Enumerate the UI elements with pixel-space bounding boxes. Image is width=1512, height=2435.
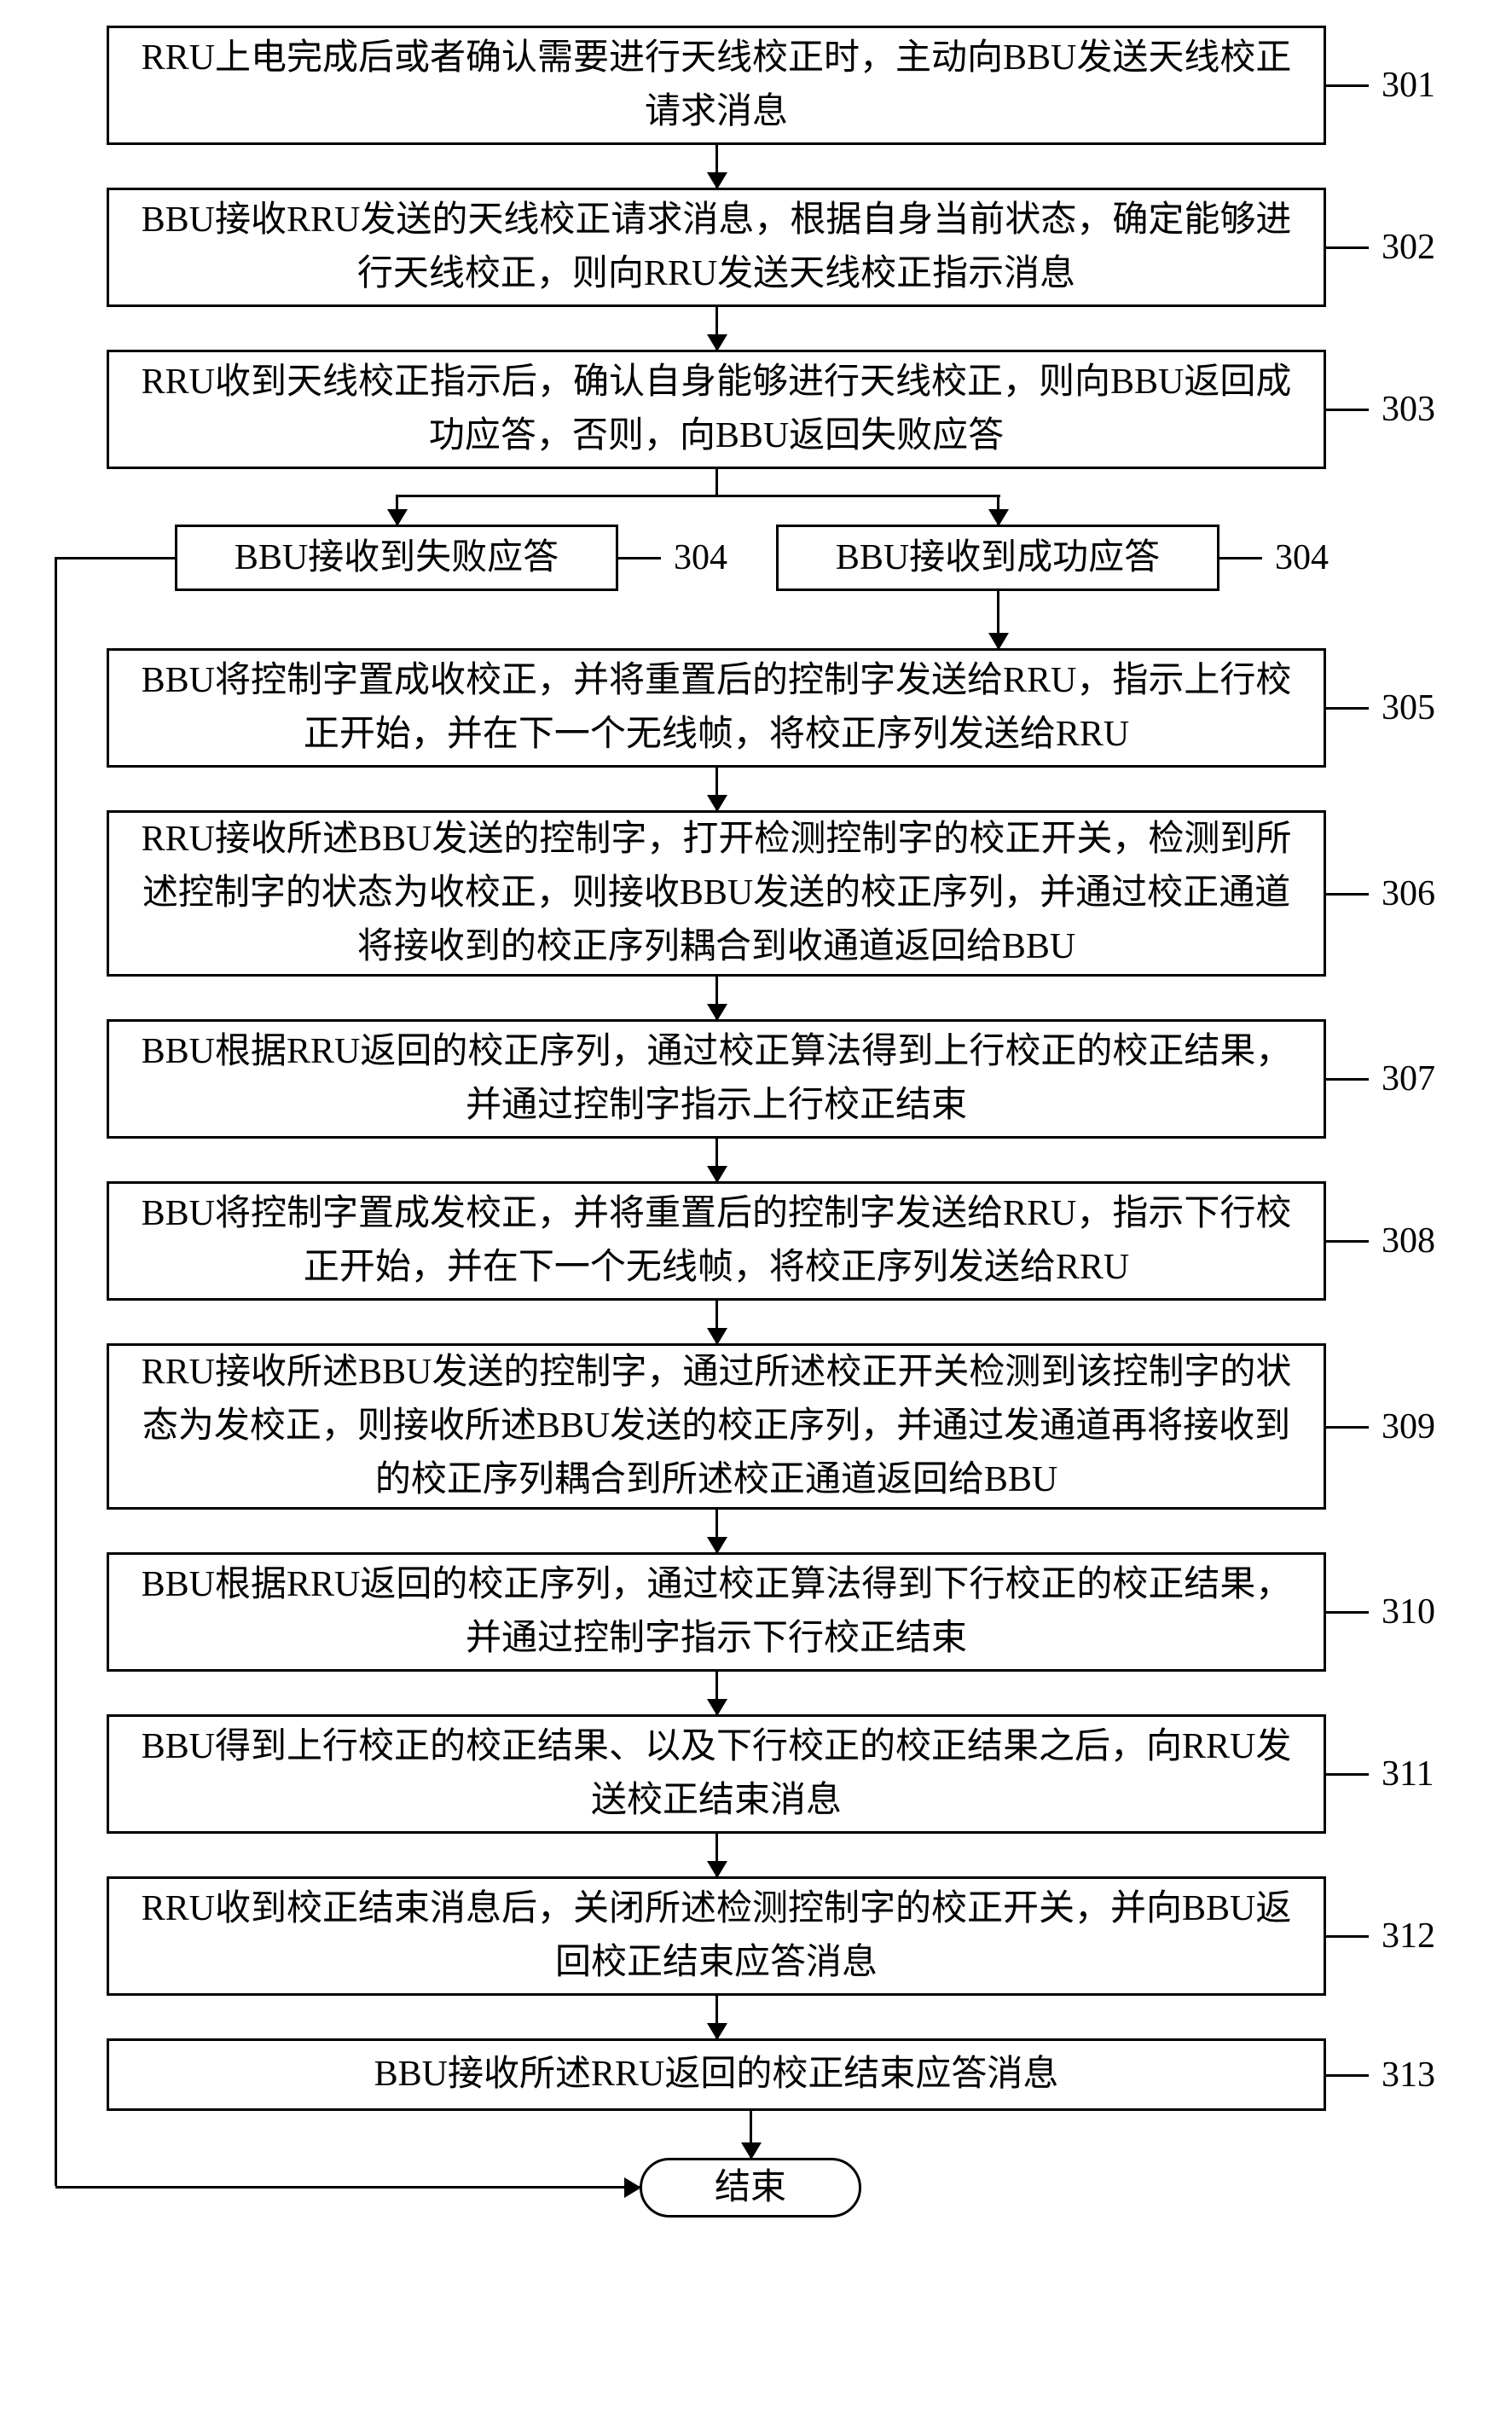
flow-node-text: BBU接收RRU发送的天线校正请求消息，根据自身当前状态，确定能够进行天线校正，… xyxy=(130,194,1303,301)
leader-line xyxy=(1326,246,1369,249)
step-label: 303 xyxy=(1382,389,1435,430)
connector-arrow xyxy=(997,591,999,648)
leader-line xyxy=(1326,84,1369,87)
step-label: 302 xyxy=(1382,227,1435,268)
connector xyxy=(397,495,1000,497)
connector-arrow xyxy=(715,307,718,350)
flow-node-text: BBU将控制字置成收校正，并将重置后的控制字发送给RRU，指示上行校正开始，并在… xyxy=(130,654,1303,762)
connector-arrow xyxy=(715,977,718,1019)
flow-node-n304a: BBU接收到失败应答 xyxy=(175,525,618,591)
back-edge xyxy=(55,557,175,559)
connector-arrow xyxy=(715,1672,718,1714)
flow-node-n311: BBU得到上行校正的校正结果、以及下行校正的校正结果之后，向RRU发送校正结束消… xyxy=(107,1714,1326,1834)
flow-node-n313: BBU接收所述RRU返回的校正结束应答消息 xyxy=(107,2038,1326,2111)
step-label: 305 xyxy=(1382,687,1435,728)
leader-line xyxy=(1326,2074,1369,2077)
connector-arrow xyxy=(997,495,999,525)
leader-line xyxy=(1326,707,1369,710)
leader-line xyxy=(618,557,661,559)
flow-node-n304b: BBU接收到成功应答 xyxy=(776,525,1219,591)
flow-node-text: RRU接收所述BBU发送的控制字，打开检测控制字的校正开关，检测到所述控制字的状… xyxy=(130,813,1303,974)
flow-node-n307: BBU根据RRU返回的校正序列，通过校正算法得到上行校正的校正结果，并通过控制字… xyxy=(107,1019,1326,1139)
flow-node-n301: RRU上电完成后或者确认需要进行天线校正时，主动向BBU发送天线校正请求消息 xyxy=(107,26,1326,145)
flow-node-text: BBU将控制字置成发校正，并将重置后的控制字发送给RRU，指示下行校正开始，并在… xyxy=(130,1187,1303,1295)
connector-arrow xyxy=(715,145,718,188)
connector-arrow xyxy=(715,1139,718,1181)
flow-node-text: BBU根据RRU返回的校正序列，通过校正算法得到下行校正的校正结果，并通过控制字… xyxy=(130,1558,1303,1666)
step-label: 309 xyxy=(1382,1406,1435,1447)
connector-arrow xyxy=(715,768,718,810)
connector-arrow xyxy=(715,1301,718,1343)
flow-node-end: 结束 xyxy=(640,2158,861,2218)
back-edge-arrow xyxy=(55,2186,640,2189)
connector-arrow xyxy=(396,495,398,525)
flowchart: RRU上电完成后或者确认需要进行天线校正时，主动向BBU发送天线校正请求消息 30… xyxy=(17,26,1495,2243)
flow-node-text: RRU收到天线校正指示后，确认自身能够进行天线校正，则向BBU返回成功应答，否则… xyxy=(130,356,1303,463)
step-label: 311 xyxy=(1382,1754,1434,1794)
step-label: 304 xyxy=(1275,537,1329,578)
step-label: 313 xyxy=(1382,2055,1435,2096)
flow-node-n310: BBU根据RRU返回的校正序列，通过校正算法得到下行校正的校正结果，并通过控制字… xyxy=(107,1552,1326,1672)
flow-node-text: RRU接收所述BBU发送的控制字，通过所述校正开关检测到该控制字的状态为发校正，… xyxy=(130,1346,1303,1507)
connector-arrow xyxy=(715,1996,718,2038)
flow-node-text: BBU接收到失败应答 xyxy=(235,531,559,585)
connector-arrow xyxy=(715,1510,718,1552)
connector-arrow xyxy=(750,2111,752,2158)
step-label: 304 xyxy=(674,537,727,578)
flow-node-n305: BBU将控制字置成收校正，并将重置后的控制字发送给RRU，指示上行校正开始，并在… xyxy=(107,648,1326,768)
leader-line xyxy=(1326,1935,1369,1938)
leader-line xyxy=(1326,1078,1369,1081)
leader-line xyxy=(1326,1773,1369,1776)
back-edge xyxy=(55,557,57,2186)
leader-line xyxy=(1326,893,1369,896)
flow-node-n308: BBU将控制字置成发校正，并将重置后的控制字发送给RRU，指示下行校正开始，并在… xyxy=(107,1181,1326,1301)
step-label: 310 xyxy=(1382,1591,1435,1632)
flow-node-n306: RRU接收所述BBU发送的控制字，打开检测控制字的校正开关，检测到所述控制字的状… xyxy=(107,810,1326,977)
flow-node-text: BBU得到上行校正的校正结果、以及下行校正的校正结果之后，向RRU发送校正结束消… xyxy=(130,1720,1303,1828)
step-label: 308 xyxy=(1382,1220,1435,1261)
connector xyxy=(715,469,718,495)
flow-node-text: 结束 xyxy=(715,2161,786,2215)
flow-node-n303: RRU收到天线校正指示后，确认自身能够进行天线校正，则向BBU返回成功应答，否则… xyxy=(107,350,1326,469)
step-label: 312 xyxy=(1382,1916,1435,1957)
flow-node-text: RRU收到校正结束消息后，关闭所述检测控制字的校正开关，并向BBU返回校正结束应… xyxy=(130,1882,1303,1990)
step-label: 301 xyxy=(1382,65,1435,106)
flow-node-text: BBU根据RRU返回的校正序列，通过校正算法得到上行校正的校正结果，并通过控制字… xyxy=(130,1025,1303,1133)
leader-line xyxy=(1219,557,1262,559)
flow-node-text: BBU接收到成功应答 xyxy=(836,531,1160,585)
leader-line xyxy=(1326,1611,1369,1614)
leader-line xyxy=(1326,1240,1369,1243)
flow-node-n312: RRU收到校正结束消息后，关闭所述检测控制字的校正开关，并向BBU返回校正结束应… xyxy=(107,1876,1326,1996)
step-label: 306 xyxy=(1382,873,1435,914)
flow-node-n302: BBU接收RRU发送的天线校正请求消息，根据自身当前状态，确定能够进行天线校正，… xyxy=(107,188,1326,307)
step-label: 307 xyxy=(1382,1058,1435,1099)
flow-node-n309: RRU接收所述BBU发送的控制字，通过所述校正开关检测到该控制字的状态为发校正，… xyxy=(107,1343,1326,1510)
connector-arrow xyxy=(715,1834,718,1876)
flow-node-text: BBU接收所述RRU返回的校正结束应答消息 xyxy=(374,2048,1059,2102)
leader-line xyxy=(1326,409,1369,411)
leader-line xyxy=(1326,1426,1369,1429)
flow-node-text: RRU上电完成后或者确认需要进行天线校正时，主动向BBU发送天线校正请求消息 xyxy=(130,32,1303,139)
